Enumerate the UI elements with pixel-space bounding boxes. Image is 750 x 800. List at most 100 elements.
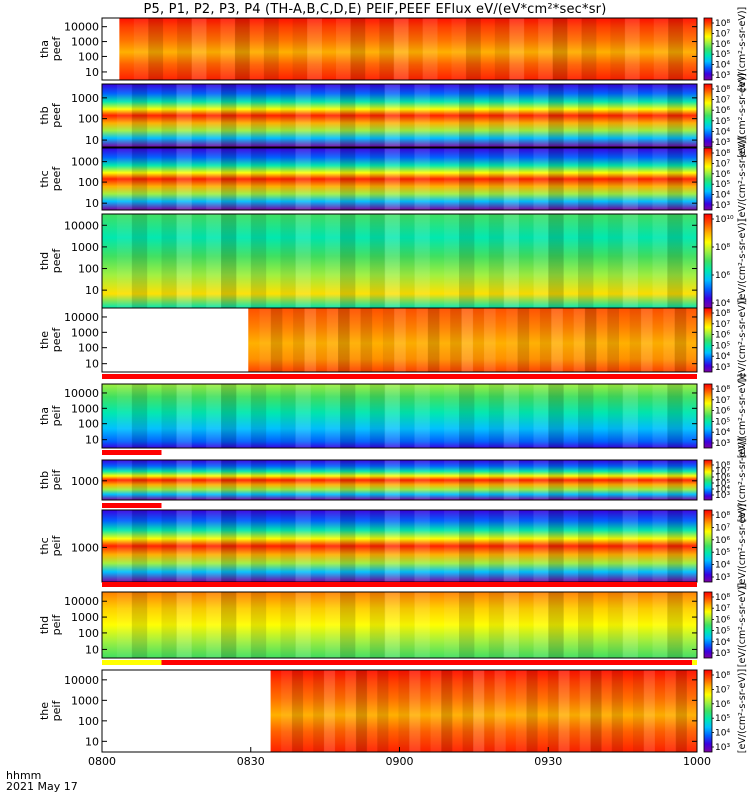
panel-frame <box>101 383 698 449</box>
time-strip <box>295 384 311 448</box>
time-strip <box>578 214 594 308</box>
time-strip <box>325 592 341 658</box>
time-strip <box>548 148 564 210</box>
time-strip <box>281 670 293 752</box>
time-strip <box>340 384 356 448</box>
time-strip <box>652 148 668 210</box>
panel-the-peif: 10000 1000 100 10 the peif 10⁸ 10⁷ 10⁶ 10⁵ 10⁴ 10³ [… <box>38 669 748 753</box>
time-strip <box>295 592 311 658</box>
time-strip <box>578 460 594 500</box>
y-tick-label: 100 <box>78 715 99 728</box>
time-strip <box>131 214 148 308</box>
time-strip <box>633 670 645 752</box>
colorbar-tick-label: 10⁶ <box>715 40 730 50</box>
time-strip <box>622 592 638 658</box>
time-strip <box>191 510 206 582</box>
time-strip <box>578 84 594 147</box>
time-strip <box>250 460 267 500</box>
time-strip <box>398 670 410 752</box>
time-strip <box>176 460 192 500</box>
time-strip <box>548 384 564 448</box>
time-strip <box>292 18 308 80</box>
time-strip <box>313 670 325 752</box>
colorbar-label: [eV/(cm²-s-sr-eV)] <box>737 73 748 157</box>
y-tick-label: 1000 <box>71 241 99 254</box>
time-strip <box>131 148 148 210</box>
time-strip <box>206 460 222 500</box>
time-strip <box>365 18 380 80</box>
time-strip <box>291 670 304 752</box>
time-strip <box>472 308 485 372</box>
time-strip <box>488 214 505 308</box>
time-strip <box>562 308 574 372</box>
time-strip <box>607 148 624 210</box>
y-axis-label: peif <box>50 535 63 557</box>
time-strip <box>517 308 530 372</box>
time-strip <box>519 460 534 500</box>
time-strip <box>488 84 505 147</box>
time-strip <box>558 670 570 752</box>
time-strip <box>191 592 206 658</box>
time-strip <box>250 510 267 582</box>
colorbar-tick-label: 10⁸ <box>715 593 730 603</box>
time-strip <box>116 460 133 500</box>
time-strip <box>474 148 489 210</box>
time-strip <box>682 214 697 308</box>
time-strip <box>399 592 415 658</box>
time-strip <box>316 308 328 372</box>
time-strip <box>191 384 206 448</box>
time-strip <box>573 308 586 372</box>
y-tick-label: 1000 <box>71 694 99 707</box>
time-strip <box>548 84 564 147</box>
y-tick-label: 1000 <box>71 36 99 49</box>
colorbar <box>703 669 713 753</box>
time-strip <box>420 670 431 752</box>
time-strip <box>524 18 539 80</box>
panel-frame <box>101 17 698 81</box>
time-strip <box>686 308 698 372</box>
colorbar-tick-label: 10⁶ <box>715 331 730 341</box>
time-strip <box>533 460 549 500</box>
colorbar-label: [eV/(cm²-s-sr-eV)] <box>737 137 748 221</box>
time-strip <box>355 148 370 210</box>
colorbar-label: [eV/(cm²-s-sr-eV)] <box>737 219 748 303</box>
time-strip <box>282 308 294 372</box>
time-strip <box>234 18 250 80</box>
time-strip <box>310 592 325 658</box>
time-strip <box>682 384 697 448</box>
time-strip <box>280 384 296 448</box>
time-strip <box>295 510 311 582</box>
colorbar-tick-label: 10⁵ <box>715 117 730 127</box>
time-strip <box>503 384 519 448</box>
time-strip <box>116 84 133 147</box>
time-strip <box>639 18 654 80</box>
time-strip <box>270 308 283 372</box>
time-strip <box>414 84 430 147</box>
time-strip <box>473 670 485 752</box>
time-strip <box>280 148 296 210</box>
time-strip <box>147 148 162 210</box>
time-strip <box>494 18 510 80</box>
time-strip <box>652 460 668 500</box>
colorbar-tick-label: 10⁷ <box>715 96 730 106</box>
time-strip <box>384 460 400 500</box>
y-tick-label: 10 <box>85 284 99 297</box>
time-strip <box>474 510 489 582</box>
time-strip <box>624 18 640 80</box>
time-strip <box>674 308 687 372</box>
time-strip <box>147 460 162 500</box>
time-strip <box>221 84 237 147</box>
time-strip <box>607 460 624 500</box>
time-strip <box>652 308 664 372</box>
time-strip <box>682 460 697 500</box>
time-strip <box>221 592 237 658</box>
time-strip <box>444 84 460 147</box>
colorbar-tick-label: 10⁴ <box>715 127 730 137</box>
y-axis-label: peef <box>50 327 63 353</box>
colorbar-tick-label: 10⁶ <box>715 271 730 281</box>
time-strip <box>488 384 505 448</box>
time-strip <box>176 214 192 308</box>
spectrogram-fill <box>270 670 697 752</box>
